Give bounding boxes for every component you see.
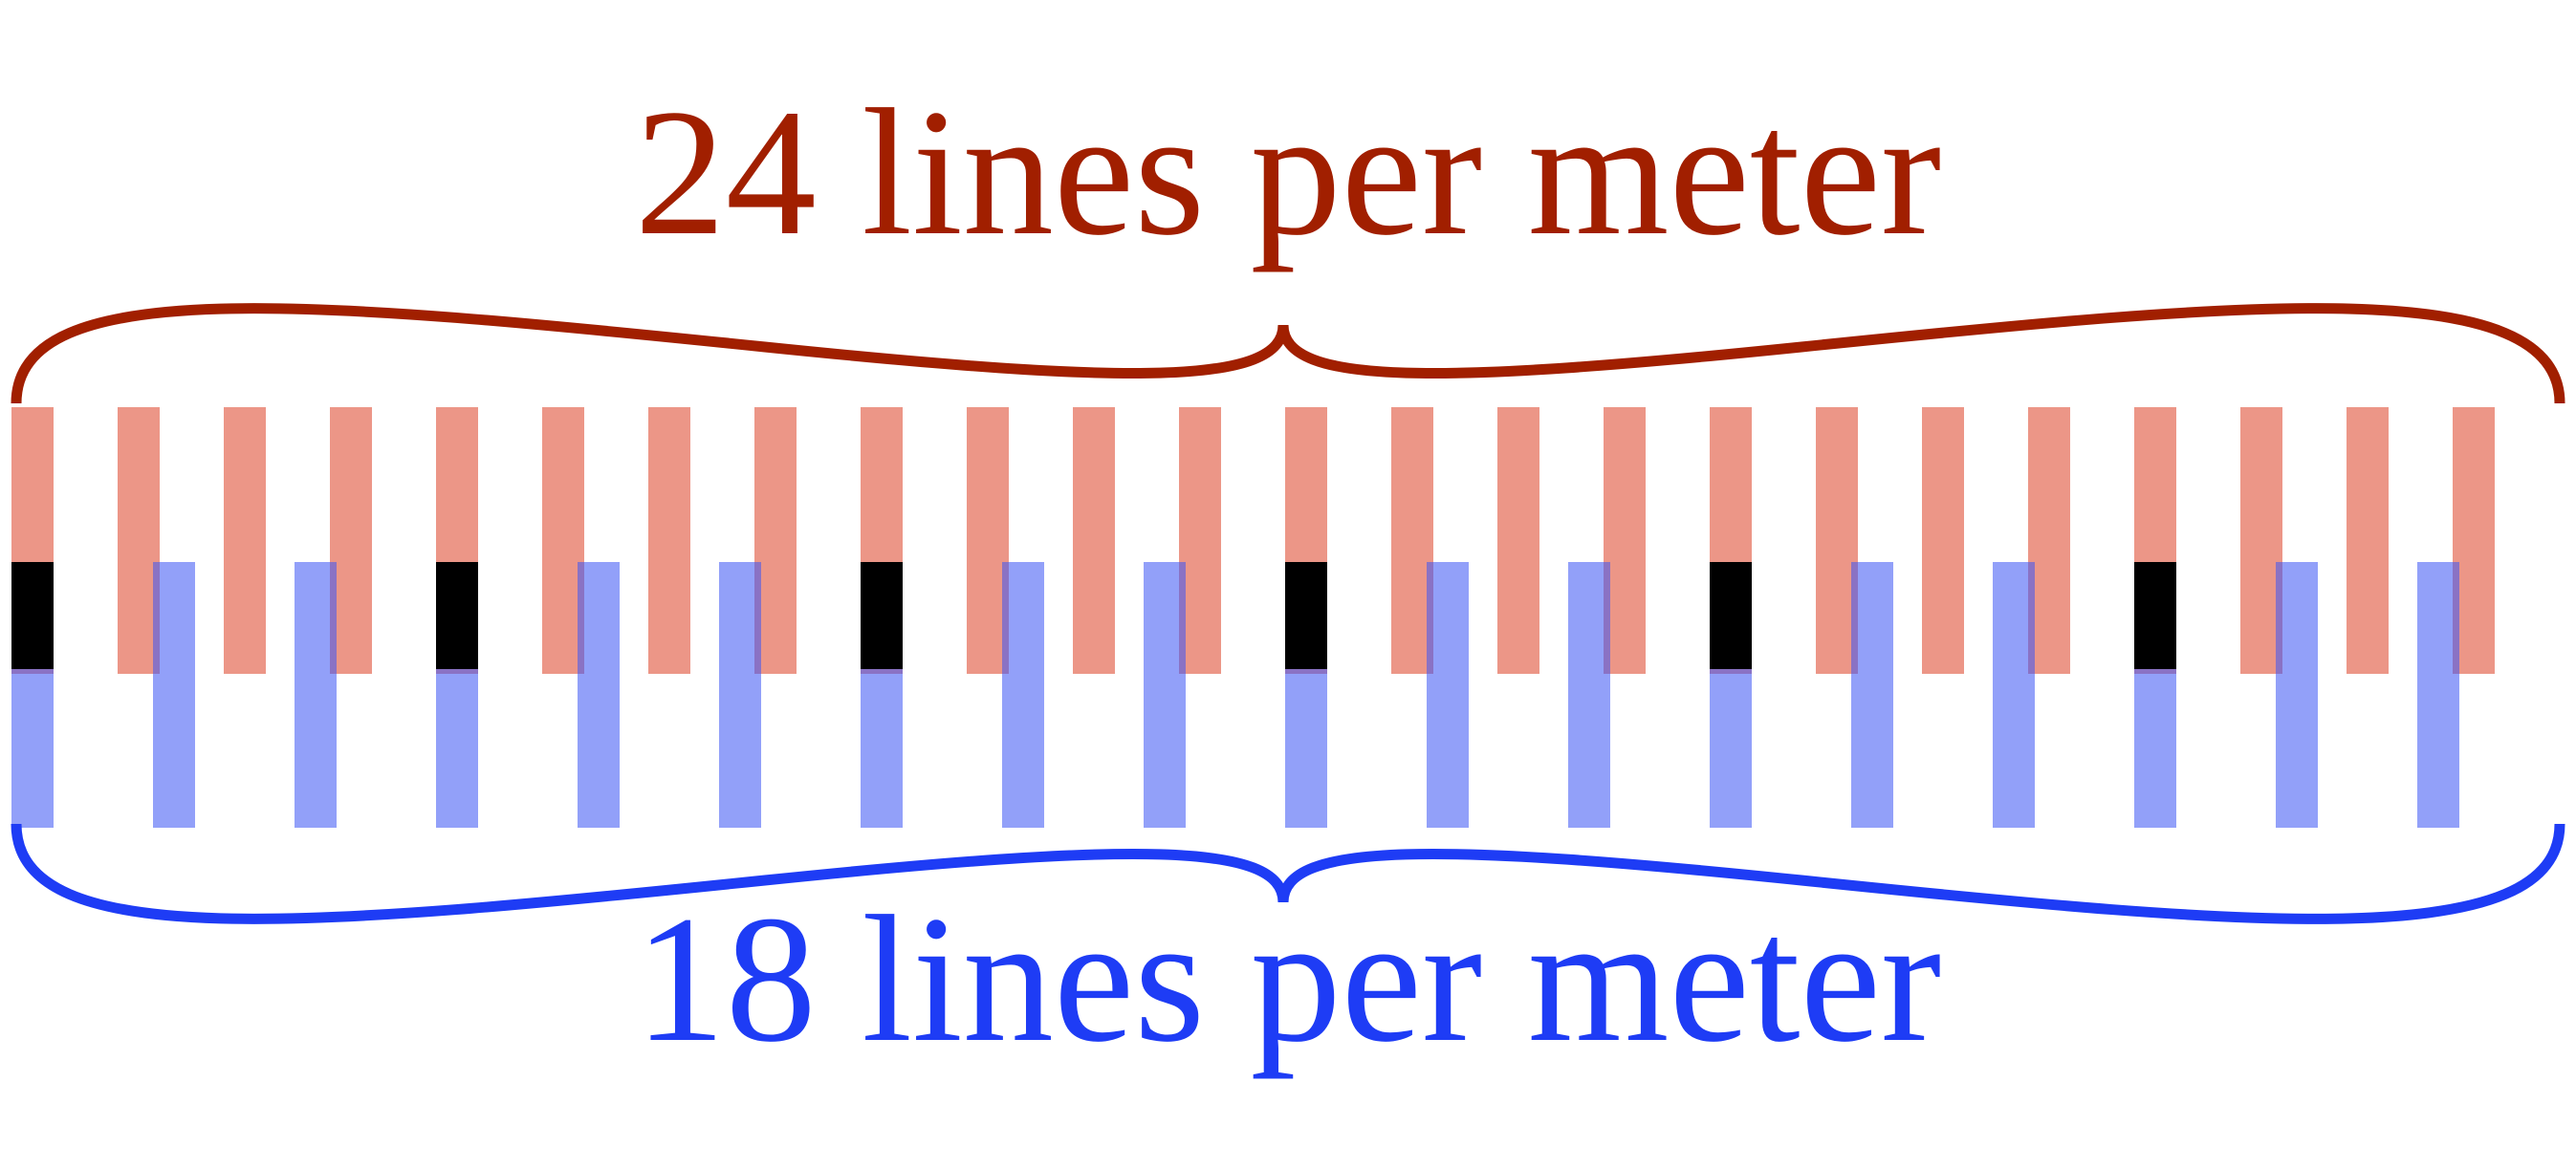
bottom-brace: [11, 823, 2565, 924]
red-line: [1073, 407, 1115, 674]
coincidence-marks: [11, 562, 2176, 669]
blue-line: [153, 562, 195, 828]
blue-line: [2276, 562, 2318, 828]
coincidence-mark: [1710, 562, 1752, 669]
coincidence-mark: [2134, 562, 2176, 669]
red-grating: [11, 407, 2495, 674]
red-line: [542, 407, 584, 674]
blue-grating: [11, 562, 2459, 828]
bottom-label: 18 lines per meter: [635, 879, 1941, 1080]
red-line: [1497, 407, 1539, 674]
red-line: [967, 407, 1009, 674]
blue-line: [1993, 562, 2035, 828]
blue-line: [719, 562, 761, 828]
red-line: [1179, 407, 1221, 674]
blue-line: [1427, 562, 1469, 828]
coincidence-mark: [861, 562, 903, 669]
coincidence-mark: [11, 562, 54, 669]
red-line: [118, 407, 160, 674]
red-line: [1391, 407, 1433, 674]
blue-line: [2417, 562, 2459, 828]
red-line: [330, 407, 372, 674]
blue-line: [1002, 562, 1044, 828]
red-line: [754, 407, 797, 674]
red-line: [1816, 407, 1858, 674]
red-line: [1922, 407, 1964, 674]
red-line: [2347, 407, 2389, 674]
blue-line: [1144, 562, 1186, 828]
blue-line: [1568, 562, 1610, 828]
red-line: [2453, 407, 2495, 674]
coincidence-mark: [1285, 562, 1327, 669]
blue-line: [1851, 562, 1893, 828]
red-line: [648, 407, 690, 674]
red-line: [224, 407, 266, 674]
blue-line: [578, 562, 620, 828]
red-line: [2028, 407, 2070, 674]
blue-line: [295, 562, 337, 828]
top-label: 24 lines per meter: [635, 73, 1941, 273]
top-brace: [11, 303, 2565, 404]
coincidence-mark: [436, 562, 478, 669]
red-line: [1604, 407, 1646, 674]
red-line: [2240, 407, 2282, 674]
